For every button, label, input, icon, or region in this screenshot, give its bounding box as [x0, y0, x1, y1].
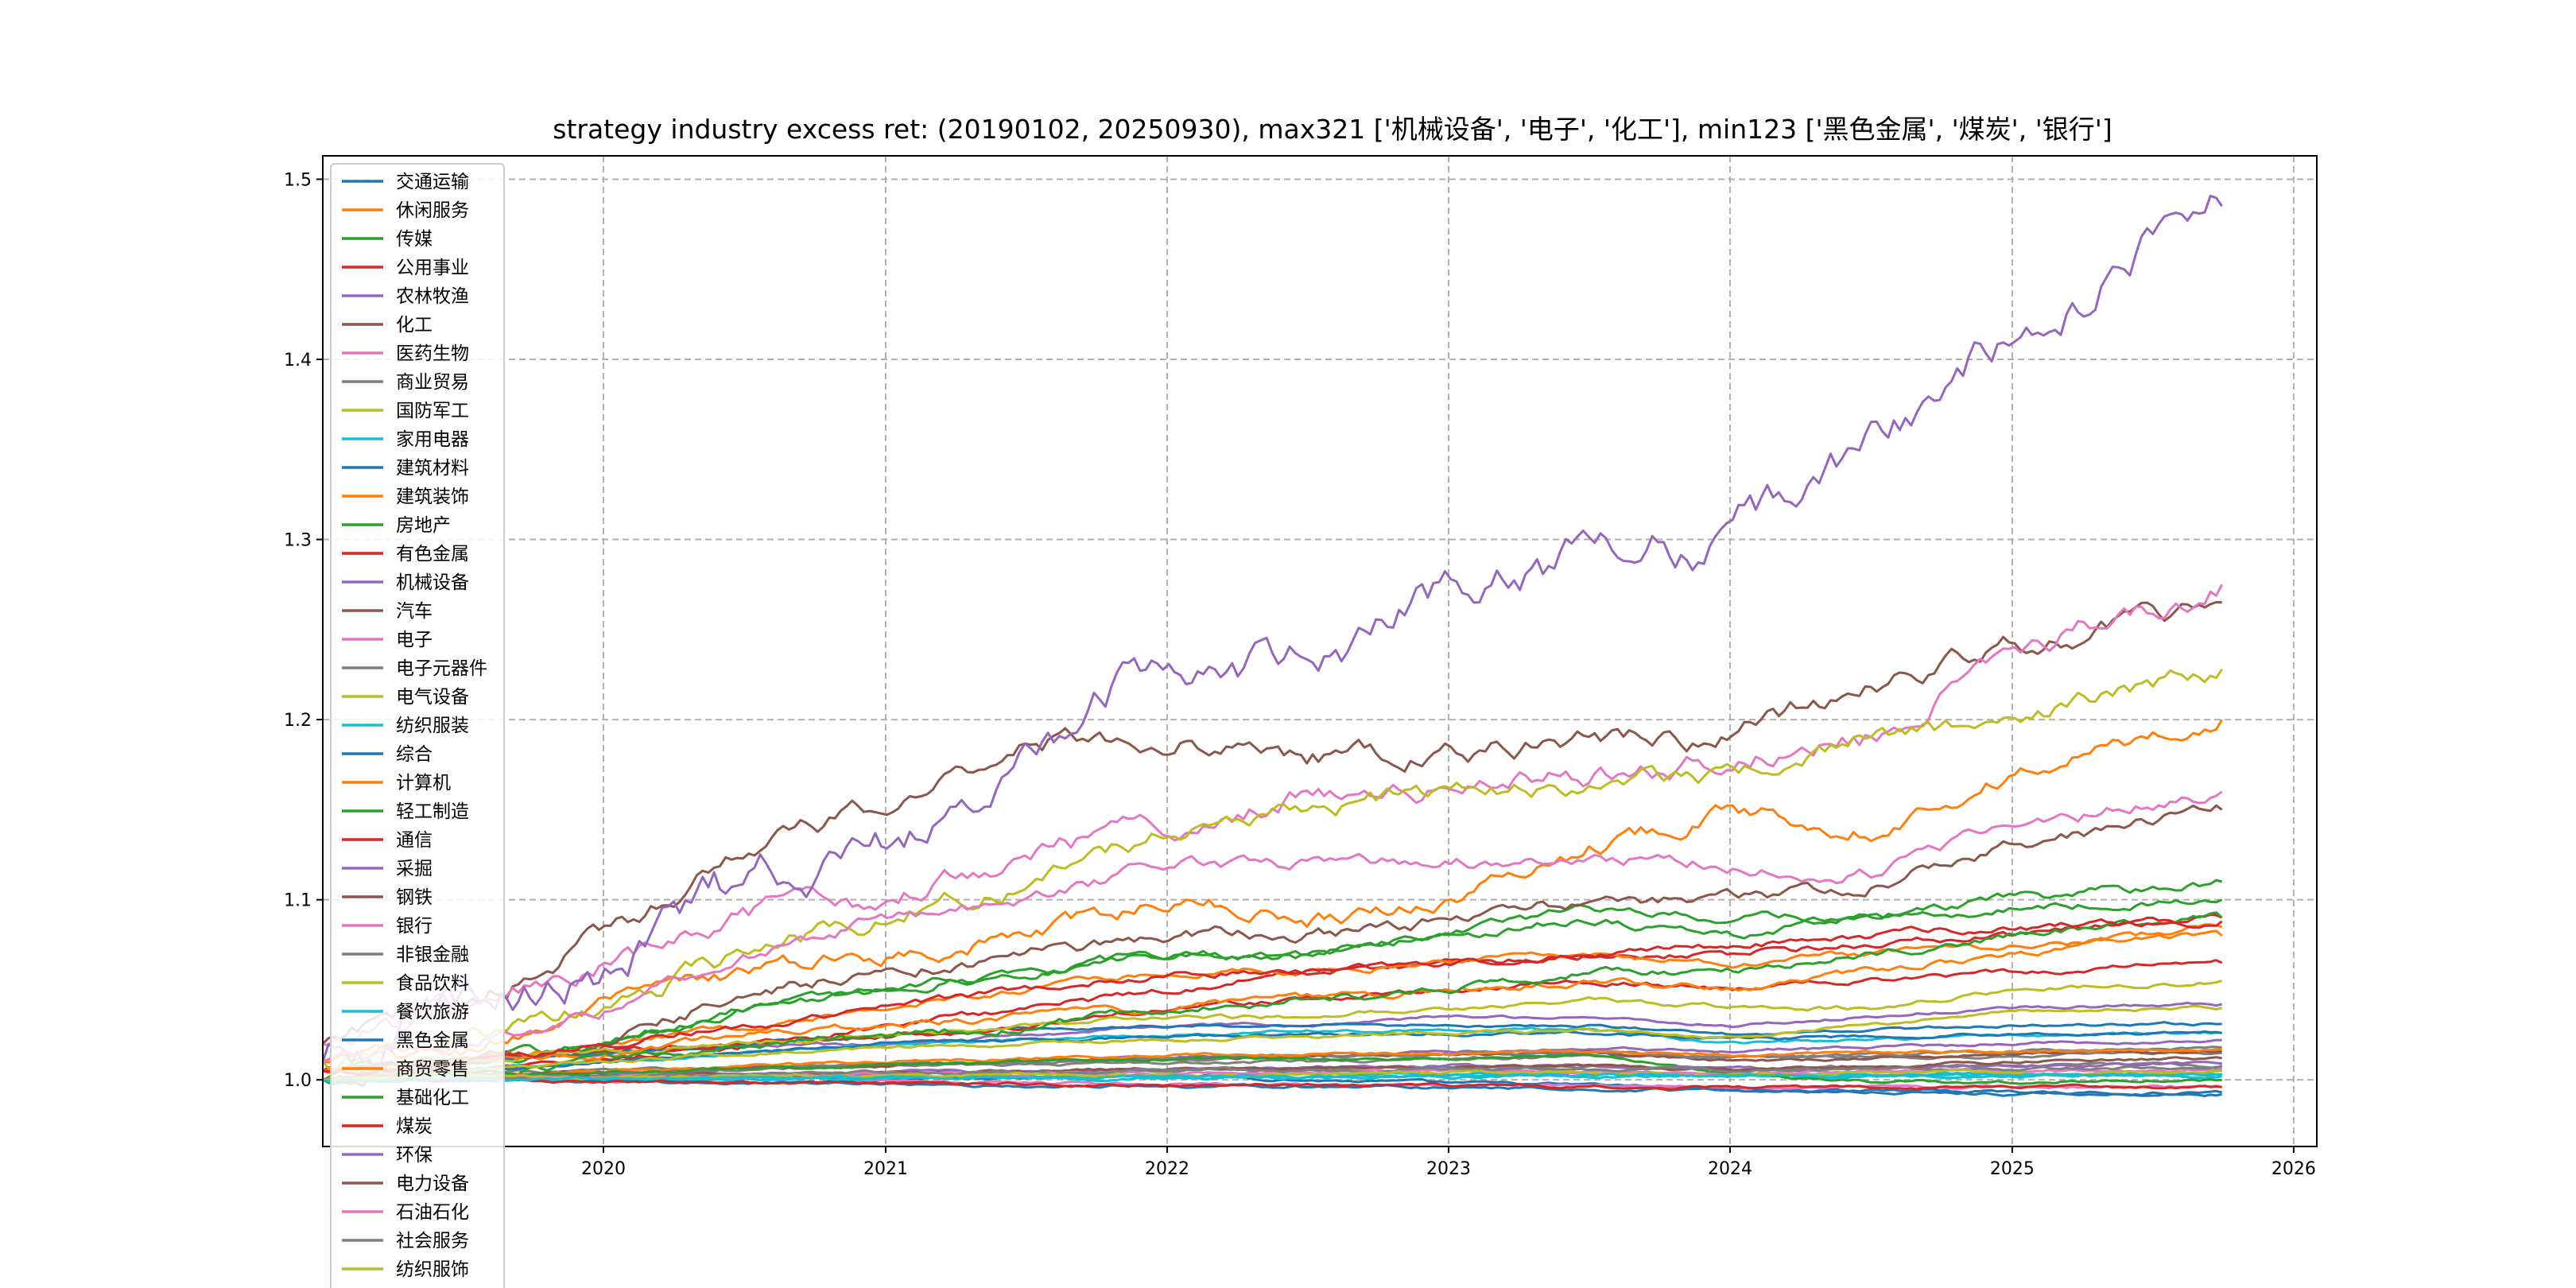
legend-label: 公用事业 — [396, 258, 469, 278]
legend-label: 非银金融 — [396, 945, 469, 965]
legend-label: 传媒 — [396, 229, 433, 250]
series-line — [322, 1071, 2222, 1083]
x-tick-label: 2021 — [863, 1159, 908, 1179]
legend-label: 黑色金属 — [396, 1030, 469, 1051]
x-tick-label: 2025 — [1990, 1159, 2035, 1179]
legend-frame — [330, 163, 505, 1288]
y-tick-label: 1.4 — [284, 351, 312, 370]
legend-label: 机械设备 — [396, 572, 469, 593]
y-tick-label: 1.3 — [284, 531, 312, 551]
series-lines — [321, 194, 2224, 1097]
legend-label: 电子元器件 — [396, 658, 487, 679]
legend-label: 房地产 — [396, 515, 451, 536]
y-tick-label: 1.5 — [284, 170, 312, 190]
legend-label: 国防军工 — [396, 401, 469, 421]
legend-label: 纺织服饰 — [396, 1259, 469, 1280]
legend-label: 休闲服务 — [396, 200, 469, 221]
series-line — [322, 898, 2223, 1073]
legend-label: 商贸零售 — [396, 1059, 469, 1080]
legend-label: 建筑材料 — [396, 458, 469, 479]
series-line — [322, 1048, 2222, 1082]
legend-label: 建筑装饰 — [396, 487, 469, 507]
x-tick-label: 2020 — [581, 1159, 626, 1179]
legend-label: 采掘 — [396, 859, 433, 879]
legend-label: 电力设备 — [396, 1174, 469, 1194]
legend-label: 交通运输 — [396, 172, 469, 192]
legend-label: 医药生物 — [396, 343, 469, 364]
series-line — [322, 1030, 2222, 1081]
x-tick-label: 2024 — [1708, 1159, 1752, 1179]
legend-label: 综合 — [396, 744, 433, 765]
legend-label: 轻工制造 — [396, 801, 469, 822]
series-line — [321, 668, 2223, 1072]
legend-label: 电气设备 — [396, 687, 469, 708]
y-tick-label: 1.0 — [284, 1071, 312, 1091]
x-tick-label: 2023 — [1426, 1159, 1471, 1179]
legend-label: 餐饮旅游 — [396, 1002, 469, 1022]
legend-label: 电子 — [396, 630, 433, 650]
legend-label: 计算机 — [396, 773, 451, 793]
legend-label: 农林牧渔 — [396, 286, 469, 307]
legend-label: 有色金属 — [396, 544, 469, 564]
legend-label: 银行 — [396, 916, 433, 937]
y-axis: 1.0 1.1 1.2 1.3 1.4 1.5 — [284, 170, 323, 1091]
series-line — [322, 923, 2222, 1073]
chart-title: strategy industry excess ret: (20190102,… — [553, 114, 2112, 145]
legend-label: 汽车 — [396, 601, 433, 622]
series-line — [322, 790, 2223, 1063]
y-tick-label: 1.1 — [284, 891, 312, 911]
legend-label: 商业贸易 — [396, 372, 469, 393]
legend-label: 煤炭 — [396, 1116, 433, 1137]
series-line — [322, 719, 2223, 1064]
series-line — [322, 1069, 2222, 1081]
legend-label: 纺织服装 — [396, 716, 469, 736]
series-line — [321, 600, 2222, 1045]
legend-label: 食品饮料 — [396, 973, 469, 994]
series-line — [322, 918, 2223, 1077]
series-line — [322, 911, 2223, 1086]
series-line — [322, 1004, 2223, 1081]
series-line — [322, 1053, 2222, 1085]
x-tick-label: 2026 — [2271, 1159, 2316, 1179]
legend-label: 基础化工 — [396, 1088, 469, 1108]
legend-label: 社会服务 — [396, 1231, 469, 1251]
legend-label: 石油石化 — [396, 1202, 469, 1223]
series-line — [321, 194, 2223, 1068]
series-line — [322, 804, 2223, 1087]
legend-label: 化工 — [396, 315, 433, 336]
plot-frame — [322, 155, 2318, 1147]
x-tick-label: 2022 — [1145, 1159, 1189, 1179]
legend-label: 环保 — [396, 1145, 433, 1166]
series-line — [322, 914, 2223, 1074]
series-line — [322, 1077, 2222, 1091]
legend-label: 家用电器 — [396, 429, 469, 450]
y-tick-label: 1.2 — [284, 711, 312, 731]
legend-label: 通信 — [396, 830, 433, 851]
x-axis: 2020 2021 2022 2023 2024 2025 2026 — [581, 1146, 2316, 1179]
legend-label: 钢铁 — [396, 887, 433, 908]
legend: 交通运输休闲服务传媒公用事业农林牧渔化工医药生物商业贸易国防军工家用电器建筑材料… — [330, 163, 505, 1288]
